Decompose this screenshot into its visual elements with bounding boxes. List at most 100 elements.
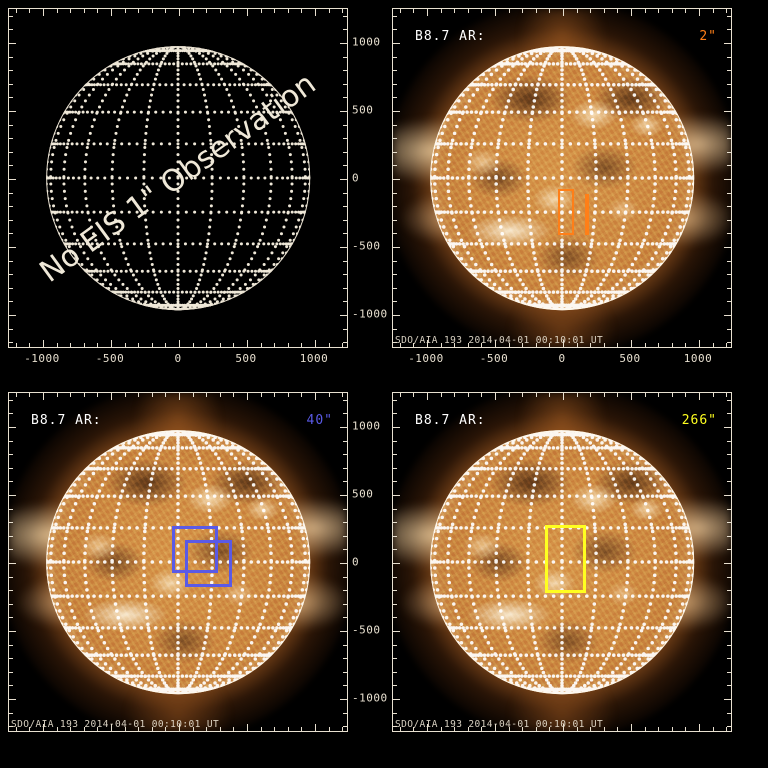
panel-label-slit-width: 266" [681, 413, 717, 428]
axis-tick [9, 522, 13, 524]
axis-tick [192, 9, 194, 13]
axis-tick [343, 712, 347, 714]
axis-tick [393, 97, 397, 99]
axis-tick [393, 83, 397, 85]
axis-tick [233, 727, 235, 731]
axis-tick [151, 727, 153, 731]
axis-tick [274, 343, 276, 347]
axis-tick [727, 124, 731, 126]
axis-tick [393, 29, 397, 31]
axis-tick [9, 29, 13, 31]
axis-tick [440, 393, 442, 397]
axis-tick [83, 393, 85, 397]
axis-tick [9, 274, 13, 276]
axis-tick [508, 393, 510, 397]
axis-tick [15, 727, 17, 731]
axis-tick [9, 287, 13, 289]
axis-tick [343, 301, 347, 303]
axis-tick [393, 603, 397, 605]
plot-frame: B8.7 AR: 2" SDO/AIA 193 2014-04-01 00:10:0… [392, 8, 732, 348]
axis-tick [522, 727, 524, 731]
axis-tick [727, 413, 731, 415]
axis-tick [393, 260, 397, 262]
axis-tick [399, 9, 401, 13]
axis-tick [393, 413, 397, 415]
x-axis-tick-label: 500 [235, 352, 257, 365]
axis-tick [393, 427, 400, 428]
axis-tick [233, 343, 235, 347]
axis-tick [454, 343, 456, 347]
axis-tick [427, 340, 428, 347]
axis-tick [563, 9, 564, 16]
axis-tick [393, 206, 397, 208]
axis-tick [393, 481, 397, 483]
axis-tick [727, 712, 731, 714]
axis-tick [315, 340, 316, 347]
axis-tick [9, 260, 13, 262]
axis-tick [340, 427, 347, 428]
axis-tick [727, 56, 731, 58]
axis-tick [219, 343, 221, 347]
axis-tick [15, 393, 17, 397]
axis-tick [97, 393, 99, 397]
axis-tick [522, 343, 524, 347]
axis-tick [724, 247, 731, 248]
axis-tick [70, 9, 72, 13]
axis-tick [393, 671, 397, 673]
axis-tick [343, 70, 347, 72]
x-axis-tick-label: -1000 [408, 352, 444, 365]
axis-tick [644, 343, 646, 347]
axis-tick [399, 727, 401, 731]
axis-tick [535, 343, 537, 347]
axis-tick [9, 671, 13, 673]
axis-tick [393, 522, 397, 524]
axis-tick [724, 43, 731, 44]
axis-tick [9, 111, 16, 112]
axis-tick [138, 343, 140, 347]
axis-tick [179, 340, 180, 347]
axis-tick [413, 727, 415, 731]
axis-tick [685, 9, 687, 13]
axis-tick [111, 340, 112, 347]
axis-tick [508, 9, 510, 13]
axis-tick [727, 603, 731, 605]
axis-tick [151, 9, 153, 13]
x-axis-tick-label: -500 [479, 352, 509, 365]
axis-tick [549, 9, 551, 13]
axis-tick [192, 727, 194, 731]
axis-tick [727, 644, 731, 646]
axis-tick [617, 9, 619, 13]
axis-tick [481, 727, 483, 731]
axis-tick [15, 9, 17, 13]
axis-tick [343, 467, 347, 469]
axis-tick [70, 727, 72, 731]
axis-tick [343, 342, 347, 344]
axis-tick [233, 9, 235, 13]
axis-tick [393, 165, 397, 167]
axis-tick [343, 83, 347, 85]
axis-tick [393, 495, 400, 496]
axis-tick [712, 9, 714, 13]
axis-tick [495, 9, 496, 16]
axis-tick [343, 399, 347, 401]
aia-193-fulldisk-image [393, 393, 731, 731]
axis-tick [274, 727, 276, 731]
axis-tick [343, 97, 347, 99]
panel-label-slit-width: 40" [306, 413, 333, 428]
axis-tick [576, 393, 578, 397]
axis-tick [9, 165, 13, 167]
axis-tick [9, 399, 13, 401]
axis-tick [727, 522, 731, 524]
panel-label-flare-class: B8.7 AR: [31, 413, 102, 428]
panel-label-flare-class: B8.7 AR: [415, 413, 486, 428]
axis-tick [165, 9, 167, 13]
axis-tick [9, 699, 16, 700]
axis-tick [43, 724, 44, 731]
axis-tick [454, 9, 456, 13]
instrument-timestamp: SDO/AIA 193 2014-04-01 00:10:01 UT [11, 719, 220, 730]
axis-tick [29, 727, 31, 731]
axis-tick [727, 192, 731, 194]
y-axis-tick-label: 1000 [352, 35, 381, 49]
axis-tick [343, 549, 347, 551]
axis-tick [343, 15, 347, 17]
